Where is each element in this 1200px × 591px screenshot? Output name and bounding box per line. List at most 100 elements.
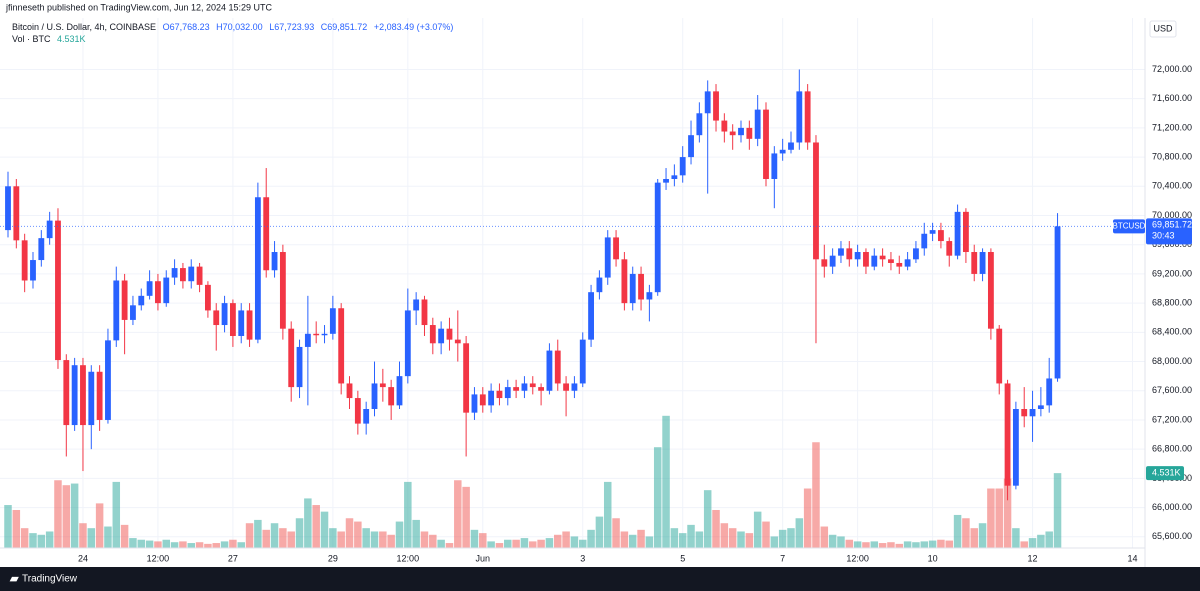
volume-bar (562, 531, 570, 548)
volume-bar (745, 533, 754, 548)
candle-body (804, 91, 811, 143)
volume-bar (695, 531, 704, 548)
candle-body (496, 390, 503, 399)
volume-bar (820, 526, 829, 548)
candle-body (996, 328, 1003, 384)
volume-bar (1053, 473, 1062, 548)
candle-body (788, 142, 794, 150)
candle-body (180, 268, 186, 282)
volume-bar (887, 542, 895, 548)
volume-name: Vol · BTC (12, 34, 51, 44)
volume-bar (445, 543, 454, 548)
volume-bar (62, 485, 71, 548)
volume-bar (112, 481, 121, 548)
volume-bar (670, 528, 679, 548)
candle-body (563, 383, 570, 391)
volume-bar (137, 539, 146, 548)
legend-value: O67,768.23 (163, 22, 210, 32)
candle-body (696, 113, 703, 136)
volume-bar (45, 531, 54, 548)
y-tick-label: 65,600.00 (1152, 531, 1192, 541)
volume-bar (129, 538, 137, 548)
volume-bar (187, 543, 195, 548)
y-tick-label: 67,200.00 (1152, 414, 1192, 424)
x-tick-label: 12 (1028, 553, 1038, 563)
volume-bar (837, 536, 845, 548)
volume-bar (320, 511, 329, 548)
volume-bar (229, 539, 237, 548)
candle-body (196, 266, 203, 285)
candle-body (754, 109, 761, 139)
volume-bar (737, 531, 745, 548)
x-tick-label: 12:00 (846, 553, 869, 563)
candle-body (1046, 378, 1053, 406)
candle-body (463, 343, 470, 413)
publish-bar (0, 0, 1145, 18)
x-tick-label: 24 (78, 553, 88, 563)
candle-body (63, 360, 70, 426)
volume-bar (379, 531, 387, 548)
volume-bar (1037, 534, 1045, 548)
candle-body (146, 281, 153, 296)
candle-body (688, 135, 694, 158)
volume-bar (595, 516, 604, 548)
volume-bar (504, 539, 512, 548)
candle-body (363, 409, 370, 424)
x-tick-label: 29 (328, 553, 338, 563)
volume-bar (70, 483, 79, 548)
currency: USD (1153, 23, 1173, 33)
volume-bar (995, 488, 1003, 548)
candle-body (871, 255, 878, 267)
candle-body (238, 310, 245, 336)
volume-bar (95, 503, 104, 548)
candle-body (163, 277, 170, 304)
candle-body (913, 248, 919, 260)
candle-body (571, 383, 578, 391)
candle-body (371, 383, 378, 410)
candle-body (313, 333, 320, 336)
candle-body (829, 255, 836, 267)
volume-bar (662, 415, 670, 548)
x-tick-label: 27 (228, 553, 238, 563)
volume-bar (412, 519, 420, 548)
volume-bar (204, 543, 212, 548)
volume-bar (470, 529, 479, 548)
candle-body (554, 350, 561, 384)
candle-body (729, 131, 736, 136)
volume-bar (537, 539, 545, 548)
volume-bar (120, 524, 129, 548)
volume-bar (937, 539, 945, 548)
candle-body (379, 383, 386, 388)
volume-bar (612, 518, 620, 548)
candle-body (896, 262, 903, 267)
volume-bar (370, 531, 379, 548)
volume-bar (853, 541, 862, 548)
candle-body (488, 390, 495, 406)
volume-bar (795, 518, 804, 548)
candle-body (471, 394, 478, 413)
volume-bar (770, 536, 779, 548)
volume-bar (487, 541, 495, 548)
volume-bar (603, 481, 612, 548)
candle-body (646, 292, 653, 300)
volume-bar (462, 486, 470, 548)
candle-body (446, 328, 453, 340)
volume-bar (987, 488, 995, 548)
volume-badge-label: 4.531K (1152, 468, 1181, 478)
candle-body (513, 387, 520, 391)
y-tick-label: 68,400.00 (1152, 327, 1192, 337)
candle-body (538, 387, 545, 391)
volume-bar (587, 529, 595, 548)
volume-bar (87, 528, 96, 548)
candle-body (929, 230, 936, 234)
candle-body (454, 339, 461, 344)
candle-body (1029, 409, 1036, 417)
currency-box[interactable] (1149, 20, 1177, 38)
candle-body (80, 365, 86, 426)
candle-body (979, 252, 986, 274)
candle-body (271, 252, 278, 271)
volume-bar (862, 542, 870, 548)
candle-body (213, 310, 220, 326)
candle-body (188, 266, 195, 282)
ticker: BTCUSD (1113, 221, 1146, 230)
